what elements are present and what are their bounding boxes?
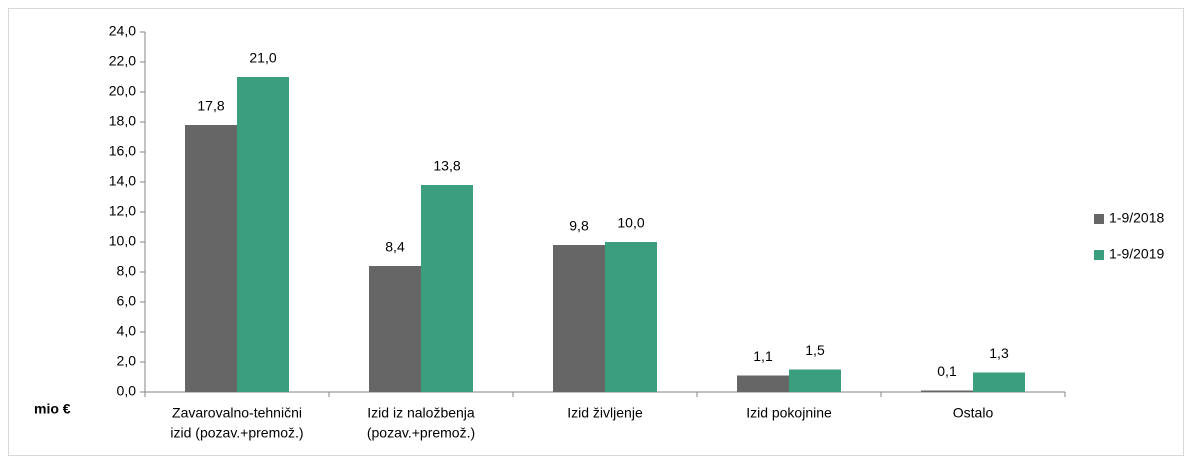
- y-tick-label: 10,0: [109, 233, 136, 249]
- bar: [737, 375, 789, 392]
- y-tick-label: 24,0: [109, 23, 136, 39]
- y-tick-label: 2,0: [117, 353, 137, 369]
- y-tick-label: 18,0: [109, 113, 136, 129]
- y-tick-label: 6,0: [117, 293, 137, 309]
- x-tick-label: Zavarovalno-tehnični: [172, 405, 302, 421]
- data-label: 17,8: [197, 98, 224, 114]
- legend-swatch: [1094, 214, 1104, 224]
- legend-label: 1-9/2018: [1109, 210, 1164, 226]
- data-label: 10,0: [617, 215, 644, 231]
- x-tick-label: Izid pokojnine: [746, 405, 832, 421]
- bar: [421, 185, 473, 392]
- y-tick-label: 22,0: [109, 53, 136, 69]
- y-tick-label: 14,0: [109, 173, 136, 189]
- y-tick-label: 8,0: [117, 263, 137, 279]
- x-tick-label: Ostalo: [953, 405, 994, 421]
- data-label: 8,4: [385, 239, 405, 255]
- x-tick-label: Izid življenje: [567, 405, 643, 421]
- y-tick-label: 4,0: [117, 323, 137, 339]
- data-label: 0,1: [937, 363, 957, 379]
- y-tick-label: 12,0: [109, 203, 136, 219]
- bar: [789, 369, 841, 392]
- data-label: 1,3: [989, 345, 1009, 361]
- bar: [237, 77, 289, 392]
- bar: [605, 242, 657, 392]
- x-tick-label: izid (pozav.+premož.): [170, 425, 303, 441]
- bar: [973, 372, 1025, 392]
- bar: [185, 125, 237, 392]
- bar: [921, 390, 973, 392]
- bar: [369, 266, 421, 392]
- data-label: 9,8: [569, 218, 589, 234]
- y-tick-label: 16,0: [109, 143, 136, 159]
- data-label: 1,5: [805, 342, 825, 358]
- bar: [553, 245, 605, 392]
- y-axis-label: mio €: [34, 401, 71, 417]
- y-tick-label: 0,0: [117, 383, 137, 399]
- data-label: 21,0: [249, 50, 276, 66]
- legend-swatch: [1094, 250, 1104, 260]
- y-tick-label: 20,0: [109, 83, 136, 99]
- data-label: 1,1: [753, 348, 773, 364]
- legend-label: 1-9/2019: [1109, 246, 1164, 262]
- data-label: 13,8: [433, 158, 460, 174]
- x-tick-label: (pozav.+premož.): [367, 425, 475, 441]
- x-tick-label: Izid iz naložbenja: [367, 405, 475, 421]
